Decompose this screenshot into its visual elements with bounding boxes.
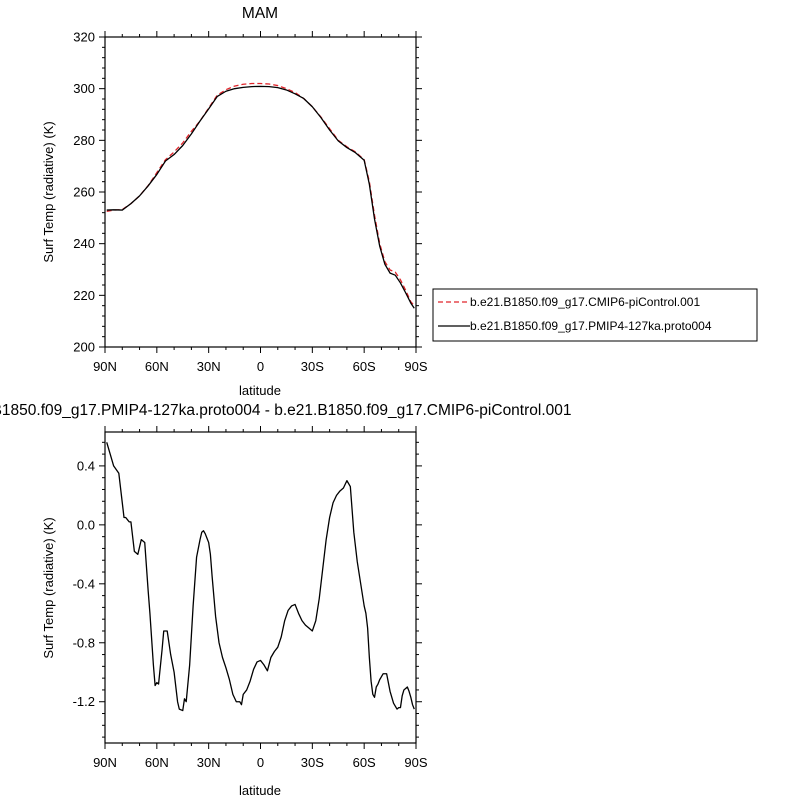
bottom-panel: b.e21.B1850.f09_g17.PMIP4-127ka.proto004… — [0, 402, 572, 798]
bottom-xaxis-label: latitude — [239, 783, 281, 798]
x-tick-label: 30N — [197, 755, 221, 770]
top-plot-area — [106, 82, 415, 309]
y-tick-label: 280 — [73, 133, 95, 148]
x-tick-label: 60S — [353, 359, 376, 374]
top-ticks: 90N 60N 30N 0 30S 60S 90S 200 220 240 260 280 300 320 — [73, 30, 428, 375]
x-tick-label: 90N — [93, 755, 117, 770]
bottom-ticks: 90N 60N 30N 0 30S 60S 90S 0.4 0.0 -0.4 -0.8 -1.2 — [73, 426, 428, 770]
x-tick-label: 60S — [353, 755, 376, 770]
legend: b.e21.B1850.f09_g17.CMIP6-piControl.001 … — [432, 288, 758, 342]
legend-label-pmip4: b.e21.B1850.f09_g17.PMIP4-127ka.proto004 — [470, 319, 712, 333]
y-tick-label: -1.2 — [73, 694, 95, 709]
series-line-1-0 — [106, 442, 415, 712]
y-tick-label: 200 — [73, 340, 95, 355]
y-tick-label: 0.0 — [77, 517, 95, 532]
bottom-panel-title: b.e21.B1850.f09_g17.PMIP4-127ka.proto004… — [0, 402, 572, 419]
legend-box — [432, 288, 758, 342]
bottom-plot-area — [106, 442, 415, 712]
y-tick-label: 0.4 — [77, 458, 95, 473]
x-tick-label: 90S — [404, 359, 427, 374]
x-tick-label: 30S — [301, 755, 324, 770]
y-tick-label: 260 — [73, 185, 95, 200]
x-tick-label: 30N — [197, 359, 221, 374]
y-tick-label: 320 — [73, 30, 95, 45]
series-line-0-1 — [106, 85, 415, 309]
y-tick-label: 300 — [73, 81, 95, 96]
y-tick-label: -0.8 — [73, 635, 95, 650]
bottom-yaxis-label: Surf Temp (radiative) (K) — [41, 517, 56, 658]
x-tick-label: 0 — [257, 359, 264, 374]
x-tick-label: 30S — [301, 359, 324, 374]
x-tick-label: 60N — [145, 359, 169, 374]
series-line-0-0 — [106, 82, 415, 307]
top-yaxis-label: Surf Temp (radiative) (K) — [41, 121, 56, 262]
legend-label-picontrol: b.e21.B1850.f09_g17.CMIP6-piControl.001 — [470, 295, 700, 309]
bottom-plot-frame — [104, 431, 417, 744]
x-tick-label: 0 — [257, 755, 264, 770]
top-panel-title: MAM — [242, 5, 278, 22]
y-tick-label: -0.4 — [73, 576, 95, 591]
top-panel: MAM 90N 60N 30N 0 30S 60S 90S 200 220 240 260 280 30… — [41, 5, 758, 398]
top-xaxis-label: latitude — [239, 383, 281, 398]
x-tick-label: 60N — [145, 755, 169, 770]
y-tick-label: 240 — [73, 236, 95, 251]
x-tick-label: 90N — [93, 359, 117, 374]
x-tick-label: 90S — [404, 755, 427, 770]
y-tick-label: 220 — [73, 288, 95, 303]
